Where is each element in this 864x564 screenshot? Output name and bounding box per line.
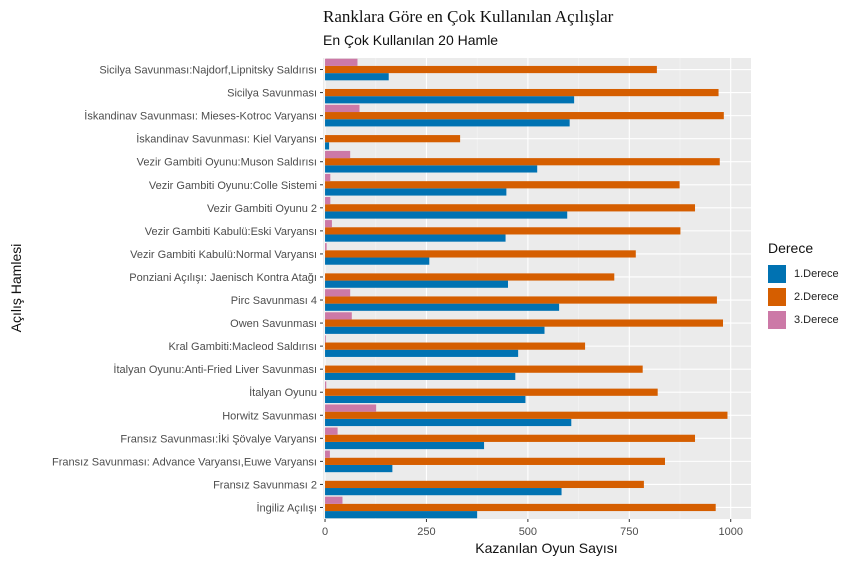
- bar-2-derece: [325, 434, 696, 442]
- y-tick-label: Vezir Gambiti Oyunu:Muson Saldırısı: [137, 157, 317, 169]
- y-tick-label: Sicilya Savunması:Najdorf,Lipnitsky Sald…: [99, 65, 317, 77]
- y-tick-label: Owen Savunması: [230, 318, 317, 330]
- x-tick-label: 250: [417, 526, 435, 538]
- bar-1-derece: [325, 464, 393, 473]
- bar-3-derece: [325, 220, 332, 228]
- bar-1-derece: [325, 211, 568, 219]
- bar-2-derece: [325, 457, 665, 465]
- x-tick-label: 750: [620, 526, 638, 538]
- bar-1-derece: [325, 441, 485, 450]
- y-tick-label: Pirc Savunması 4: [231, 295, 317, 307]
- bar-2-derece: [325, 319, 724, 327]
- bar-2-derece: [325, 204, 696, 212]
- legend-item-3: 3.Derece: [768, 308, 839, 331]
- bar-2-derece: [325, 227, 681, 235]
- x-tick-label: 0: [322, 526, 328, 538]
- legend-label-1: 1.Derece: [794, 267, 839, 280]
- bar-3-derece: [325, 496, 343, 504]
- legend-swatch-3: [768, 310, 786, 329]
- y-tick-label: Ponziani Açılışı: Jaenisch Kontra Atağı: [129, 272, 317, 284]
- y-tick-label: İtalyan Oyunu: [249, 386, 317, 399]
- plot-panel: [323, 58, 751, 519]
- chart-title: Ranklara Göre en Çok Kullanılan Açılışla…: [323, 7, 614, 26]
- bar-3-derece: [325, 427, 338, 435]
- bar-2-derece: [325, 181, 680, 189]
- bar-1-derece: [325, 119, 570, 127]
- bar-1-derece: [325, 280, 508, 288]
- bar-1-derece: [325, 142, 330, 150]
- bar-3-derece: [325, 404, 377, 412]
- y-tick-label: Horwitz Savunması: [222, 410, 317, 422]
- bar-1-derece: [325, 96, 575, 104]
- y-tick-label: Fransız Savunması: Advance Varyansı,Euwe…: [52, 456, 317, 468]
- y-axis-label: Açılış Hamlesi: [8, 243, 24, 333]
- bar-2-derece: [325, 158, 720, 166]
- bar-2-derece: [325, 65, 657, 74]
- y-tick-label: Vezir Gambiti Kabulü:Normal Varyansı: [130, 249, 317, 261]
- bar-2-derece: [325, 480, 644, 489]
- bar-3-derece: [325, 104, 360, 113]
- legend-swatch-1: [768, 264, 786, 283]
- bar-1-derece: [325, 257, 430, 265]
- bar-3-derece: [325, 173, 331, 182]
- bar-2-derece: [325, 503, 716, 512]
- bar-1-derece: [325, 395, 526, 404]
- y-tick-label: İskandinav Savunması: Mieses-Kotroc Vary…: [84, 110, 317, 123]
- bar-2-derece: [325, 365, 643, 373]
- bar-3-derece: [325, 450, 330, 458]
- bar-1-derece: [325, 188, 507, 196]
- y-tick-label: Fransız Savunması:İki Şövalye Varyansı: [120, 432, 317, 445]
- y-tick-label: İtalyan Oyunu:Anti-Fried Liver Savunması: [113, 363, 317, 376]
- bar-1-derece: [325, 165, 538, 173]
- bar-1-derece: [325, 418, 572, 427]
- y-tick-label: Vezir Gambiti Oyunu 2: [207, 203, 317, 215]
- bar-2-derece: [325, 135, 461, 143]
- bar-2-derece: [325, 112, 724, 120]
- legend-item-2: 2.Derece: [768, 285, 839, 308]
- y-tick-label: Vezir Gambiti Kabulü:Eski Varyansı: [145, 226, 317, 238]
- x-tick-label: 500: [519, 526, 537, 538]
- x-tick-label: 1000: [718, 526, 742, 538]
- legend-title: Derece: [768, 240, 814, 256]
- bar-1-derece: [325, 372, 516, 380]
- bar-1-derece: [325, 234, 506, 242]
- bar-3-derece: [325, 289, 351, 297]
- bar-2-derece: [325, 88, 719, 97]
- chart-subtitle: En Çok Kullanılan 20 Hamle: [323, 32, 499, 48]
- y-tick-label: İngiliz Açılışı: [256, 501, 317, 514]
- bar-3-derece: [325, 335, 326, 343]
- bar-2-derece: [325, 411, 728, 419]
- bar-2-derece: [325, 273, 615, 281]
- bar-1-derece: [325, 349, 519, 357]
- y-tick-label: Kral Gambiti:Macleod Saldırısı: [168, 341, 317, 353]
- y-tick-label: Fransız Savunması 2: [213, 479, 317, 491]
- bar-2-derece: [325, 250, 636, 258]
- bar-2-derece: [325, 388, 658, 396]
- bar-3-derece: [325, 381, 327, 389]
- bar-2-derece: [325, 296, 717, 304]
- bar-3-derece: [325, 197, 331, 205]
- y-tick-label: İskandinav Savunması: Kiel Varyansı: [136, 133, 317, 146]
- bar-1-derece: [325, 303, 560, 311]
- x-axis-label: Kazanılan Oyun Sayısı: [475, 540, 618, 556]
- bar-3-derece: [325, 312, 352, 320]
- bar-3-derece: [325, 58, 358, 66]
- bar-1-derece: [325, 511, 478, 519]
- bar-1-derece: [325, 73, 389, 81]
- bar-1-derece: [325, 326, 545, 334]
- bar-3-derece: [325, 150, 351, 159]
- legend-label-3: 3.Derece: [794, 313, 839, 326]
- legend-swatch-2: [768, 287, 786, 306]
- legend-label-2: 2.Derece: [794, 290, 839, 303]
- bar-1-derece: [325, 488, 562, 496]
- legend-item-1: 1.Derece: [768, 262, 839, 285]
- bar-2-derece: [325, 342, 586, 350]
- legend: Derece 1.Derece 2.Derece 3.Derece: [768, 240, 839, 331]
- y-tick-label: Vezir Gambiti Oyunu:Colle Sistemi: [149, 180, 317, 192]
- y-tick-label: Sicilya Savunması: [227, 88, 317, 100]
- bar-3-derece: [325, 243, 327, 251]
